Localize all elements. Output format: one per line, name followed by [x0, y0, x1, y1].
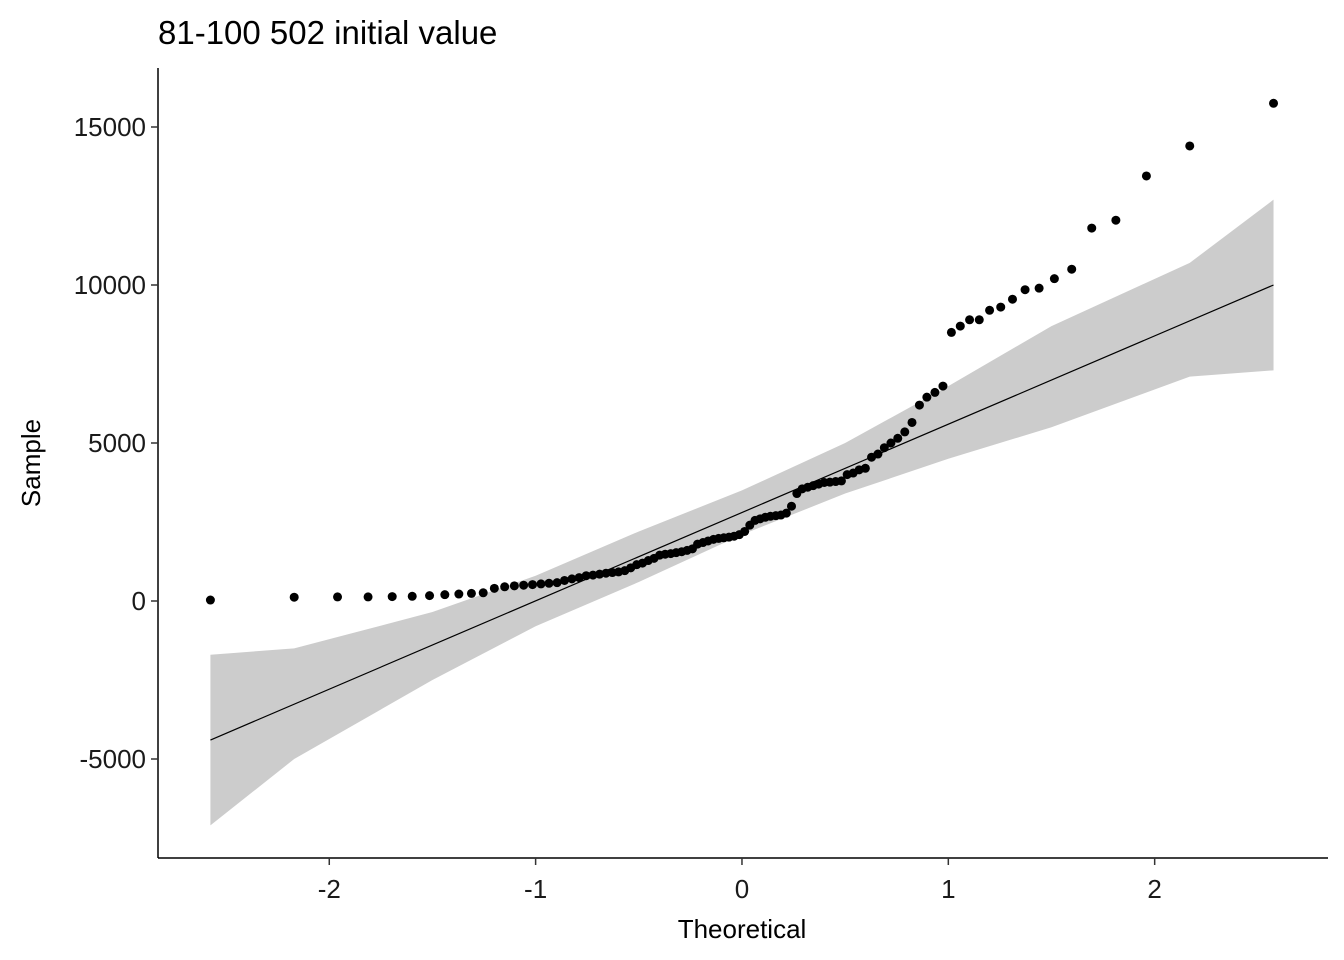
y-tick-label: 10000 — [74, 270, 146, 300]
point — [1111, 215, 1121, 225]
point — [740, 526, 750, 536]
point — [560, 575, 570, 585]
point — [836, 476, 846, 486]
point — [363, 592, 373, 602]
y-tick-label: -5000 — [80, 744, 147, 774]
point — [1034, 283, 1044, 293]
point — [205, 595, 215, 605]
point — [478, 588, 488, 598]
point — [1020, 285, 1030, 295]
point — [922, 392, 932, 402]
point — [879, 443, 889, 453]
point — [1141, 171, 1151, 181]
point — [552, 578, 562, 588]
point — [588, 570, 598, 580]
reference-line — [210, 284, 1274, 741]
point — [581, 571, 591, 581]
point — [996, 302, 1006, 312]
point — [860, 463, 870, 473]
point — [519, 580, 529, 590]
point — [574, 573, 584, 583]
y-tick-label: 15000 — [74, 112, 146, 142]
point — [930, 387, 940, 397]
chart-title: 81-100 502 initial value — [158, 14, 497, 51]
point — [407, 591, 417, 601]
point — [544, 578, 554, 588]
point — [1269, 98, 1279, 108]
point — [907, 417, 917, 427]
x-tick-label: 0 — [735, 874, 749, 904]
point — [873, 449, 883, 459]
point — [1049, 274, 1059, 284]
point — [440, 590, 450, 600]
point — [893, 433, 903, 443]
y-axis-label: Sample — [16, 419, 46, 507]
y-tick-label: 5000 — [88, 428, 146, 458]
x-tick-label: -2 — [318, 874, 341, 904]
x-tick-label: 2 — [1147, 874, 1161, 904]
point — [489, 583, 499, 593]
point — [886, 438, 896, 448]
point — [454, 589, 464, 599]
point — [528, 580, 538, 590]
point — [387, 592, 397, 602]
point — [781, 508, 791, 518]
point — [786, 501, 796, 511]
point — [1185, 141, 1195, 151]
point — [985, 305, 995, 315]
y-tick-label: 0 — [132, 586, 146, 616]
point — [425, 591, 435, 601]
point — [974, 315, 984, 325]
point — [466, 588, 476, 598]
point — [500, 582, 510, 592]
point — [567, 574, 577, 584]
point — [900, 427, 910, 437]
point — [946, 327, 956, 337]
x-axis-label: Theoretical — [678, 914, 807, 944]
point — [965, 315, 975, 325]
point — [289, 592, 299, 602]
point — [938, 381, 948, 391]
x-tick-label: 1 — [941, 874, 955, 904]
point — [1007, 294, 1017, 304]
point — [333, 592, 343, 602]
point — [1087, 223, 1097, 233]
point — [1067, 264, 1077, 274]
point — [536, 579, 546, 589]
point — [509, 581, 519, 591]
point — [955, 321, 965, 331]
point — [914, 400, 924, 410]
x-tick-label: -1 — [524, 874, 547, 904]
